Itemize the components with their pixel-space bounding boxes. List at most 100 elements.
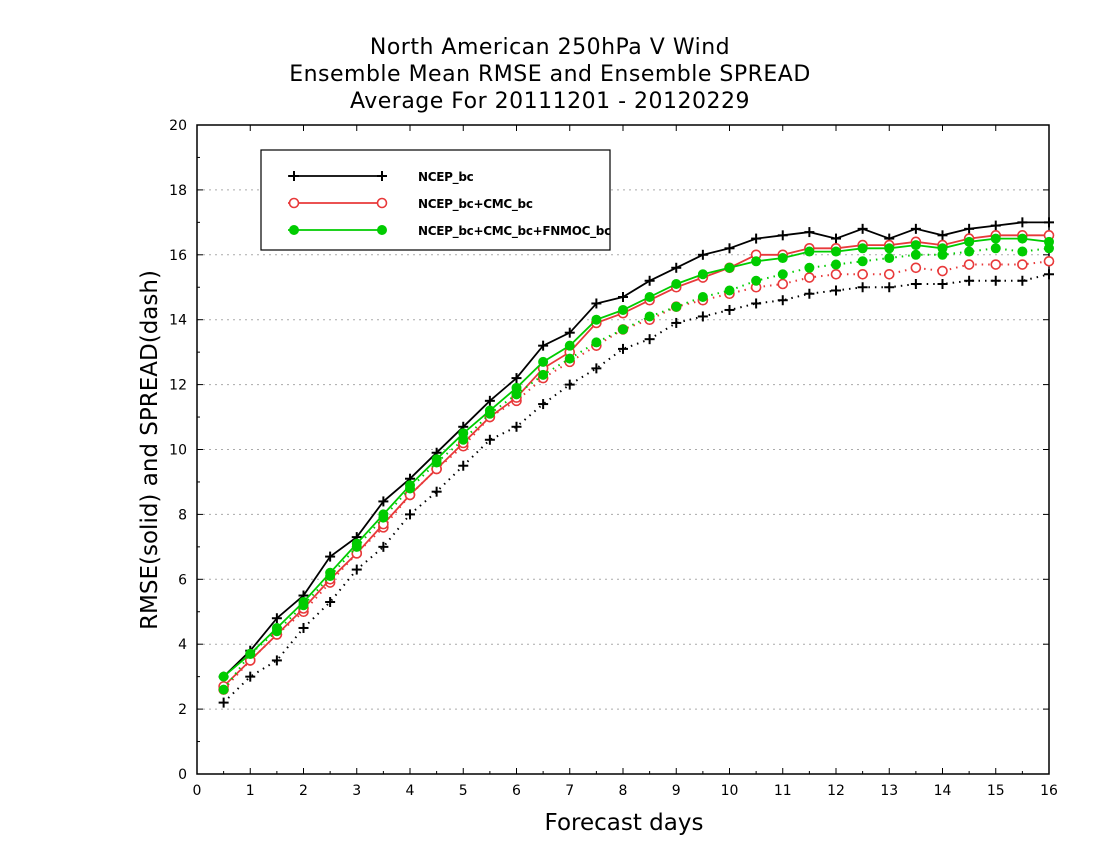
legend-marker — [289, 225, 299, 235]
series-2-rmse-point — [644, 291, 655, 302]
x-axis-title: Forecast days — [544, 810, 704, 836]
x-tick-label: 14 — [934, 783, 952, 799]
series-2-rmse-point — [751, 256, 762, 267]
series-2-rmse-point — [804, 246, 815, 257]
series-2-rmse-point — [1044, 236, 1054, 247]
series-1-spread-point — [804, 272, 815, 283]
series-2-rmse-point — [405, 480, 415, 491]
y-tick-label: 16 — [169, 248, 187, 264]
series-2-spread-point — [218, 684, 229, 695]
x-tick-label: 8 — [619, 783, 628, 799]
series-2-rmse-point — [218, 671, 229, 682]
legend-marker — [376, 197, 388, 209]
series-2-rmse-point — [910, 240, 921, 251]
series-1-spread-line — [222, 260, 1050, 691]
series-2-rmse-point — [1017, 233, 1028, 244]
series-1-spread-point — [883, 268, 895, 280]
series-2-spread-point — [990, 243, 1001, 254]
y-tick-label: 6 — [178, 572, 187, 588]
series-2-spread-point — [804, 262, 815, 273]
y-tick-label: 4 — [178, 637, 187, 653]
legend-label: NCEP_bc+CMC_bc+FNMOC_bc — [418, 224, 611, 239]
series-2-rmse-point — [964, 236, 975, 247]
series-2-spread-point — [591, 337, 602, 348]
y-tick-label: 20 — [169, 118, 187, 134]
x-tick-label: 15 — [987, 783, 1005, 799]
series-1-spread-point — [1043, 255, 1055, 267]
series-2-rmse-point — [777, 253, 788, 264]
x-tick-label: 1 — [246, 783, 255, 799]
series-1-spread-point — [777, 278, 789, 290]
series-2-spread-point — [618, 324, 628, 335]
x-tick-label: 6 — [512, 783, 521, 799]
series-2-rmse-point — [884, 243, 895, 254]
series-2-rmse-point — [511, 382, 522, 393]
series-2-rmse-point — [245, 648, 256, 659]
series-2-rmse-point — [431, 454, 442, 465]
x-tick-label: 4 — [406, 783, 415, 799]
y-tick-label: 14 — [169, 313, 187, 329]
x-tick-label: 11 — [774, 783, 792, 799]
y-tick-label: 12 — [169, 378, 187, 394]
series-0-rmse-line — [222, 221, 1049, 678]
series-1-spread-point — [963, 259, 975, 270]
y-axis-title: RMSE(solid) and SPREAD(dash) — [137, 270, 163, 630]
series-2-rmse-point — [378, 509, 389, 520]
series-2-spread-line — [222, 247, 1050, 691]
x-tick-label: 9 — [672, 783, 681, 799]
y-tick-label: 18 — [169, 183, 187, 199]
x-tick-label: 13 — [880, 783, 898, 799]
x-tick-label: 16 — [1040, 783, 1058, 799]
chart-title-line-3: Average For 20111201 - 20120229 — [349, 89, 751, 114]
series-2-rmse-point — [538, 356, 549, 367]
series-2-rmse-line — [223, 237, 1050, 678]
series-2-spread-point — [724, 285, 735, 296]
series-2-rmse-point — [298, 597, 309, 608]
series-2-spread-point — [564, 353, 575, 364]
series-2-rmse-point — [857, 243, 868, 254]
series-2-rmse-point — [990, 233, 1001, 244]
chart-title-line-2: Ensemble Mean RMSE and Ensemble SPREAD — [289, 62, 811, 87]
series-2-rmse-point — [271, 622, 282, 633]
series-2-spread-point — [671, 301, 682, 312]
series-2-spread-point — [857, 256, 868, 267]
y-tick-label: 0 — [178, 767, 187, 783]
legend-marker — [288, 197, 300, 209]
series-2-spread-point — [751, 275, 762, 286]
series-2-rmse-point — [831, 246, 841, 257]
series-2-spread-point — [644, 311, 655, 322]
series-2-rmse-point — [458, 428, 469, 439]
legend-label: NCEP_bc+CMC_bc — [418, 197, 533, 212]
series-1-spread-point — [937, 265, 948, 277]
y-tick-label: 2 — [178, 702, 187, 718]
series-2-spread-point — [777, 269, 788, 280]
series-2-rmse-point — [351, 538, 362, 549]
series-1-spread-point — [990, 259, 1002, 270]
x-tick-label: 5 — [459, 783, 468, 799]
y-tick-label: 8 — [178, 507, 187, 523]
series-2-rmse-point — [724, 262, 735, 273]
series-2-rmse-point — [325, 567, 336, 578]
series-2-spread-point — [831, 259, 841, 270]
series-1-spread-point — [910, 262, 922, 274]
series-2-rmse-point — [618, 304, 628, 315]
series-2-rmse-point — [564, 340, 575, 351]
series-0-spread-line — [222, 273, 1050, 704]
x-tick-label: 12 — [827, 783, 845, 799]
series-2-rmse-point — [671, 279, 682, 290]
series-2-rmse-point — [697, 269, 708, 280]
legend-box — [260, 149, 611, 251]
series-2-rmse-point — [937, 243, 948, 254]
x-tick-label: 7 — [565, 783, 574, 799]
x-tick-label: 3 — [352, 783, 361, 799]
x-tick-label: 0 — [193, 783, 202, 799]
series-1-spread-point — [857, 268, 868, 280]
series-2-spread-point — [697, 291, 708, 302]
series-2-spread-point — [910, 249, 921, 260]
x-tick-label: 10 — [721, 783, 739, 799]
y-tick-label: 10 — [169, 443, 187, 459]
series-2-rmse-point — [591, 314, 602, 325]
legend-marker — [377, 225, 387, 235]
